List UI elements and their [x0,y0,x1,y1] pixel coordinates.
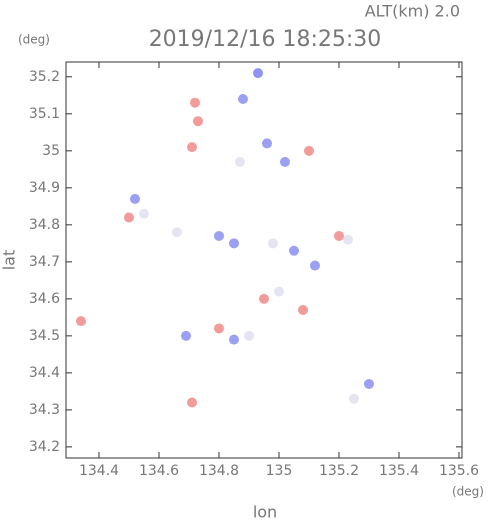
echo-point [181,330,191,341]
x-tick-label: 134.4 [79,463,119,479]
echo-point [262,138,272,149]
echo-point [259,293,269,304]
echo-point [304,145,314,156]
y-tick-label: 34.7 [29,254,60,270]
echo-point [244,330,254,341]
chart-title: 2019/12/16 18:25:30 [149,27,382,52]
echo-point [229,238,239,249]
y-axis-label: lat [0,250,19,271]
echo-point [187,397,197,408]
x-tick-label: 135.6 [439,463,479,479]
y-tick-label: 34.3 [29,402,60,418]
echo-point [76,316,86,327]
echo-point [187,142,197,153]
y-tick-label: 35 [42,143,60,159]
echo-point [139,208,149,219]
echo-point [214,323,224,334]
y-tick-label: 34.8 [29,217,60,233]
echo-point [334,230,344,241]
y-tick-label: 35.1 [29,106,60,122]
echo-point [238,94,248,105]
echo-point [310,260,320,271]
y-tick-label: 34.9 [29,180,60,196]
y-tick-label: 34.2 [29,439,60,455]
echo-point [280,156,290,167]
x-tick-label: 134.8 [199,463,239,479]
y-tick-label: 35.2 [29,69,60,85]
y-unit: (deg) [18,33,50,47]
echo-point [289,245,299,256]
echo-point [214,230,224,241]
echo-point [253,68,263,79]
echo-point [268,238,278,249]
echo-point [124,212,134,223]
echo-point [229,334,239,345]
x-axis-label: lon [253,503,277,521]
chart-subtitle: ALT(km) 2.0 [365,2,460,21]
y-tick-label: 34.4 [29,365,60,381]
echo-point [172,227,182,238]
x-unit: (deg) [452,485,484,499]
x-tick-label: 135.4 [379,463,419,479]
echo-point [190,97,200,108]
echo-point [349,393,359,404]
echo-point [130,193,140,204]
echo-point [193,116,203,127]
echo-point [298,304,308,315]
echo-point [274,286,284,297]
echo-point [343,234,353,245]
plot-frame [65,61,463,459]
y-tick-label: 34.6 [29,291,60,307]
x-tick-label: 135.2 [319,463,359,479]
x-tick-label: 135 [266,463,293,479]
x-tick-label: 134.6 [139,463,179,479]
y-tick-label: 34.5 [29,328,60,344]
echo-point [235,156,245,167]
echo-point [364,378,374,389]
